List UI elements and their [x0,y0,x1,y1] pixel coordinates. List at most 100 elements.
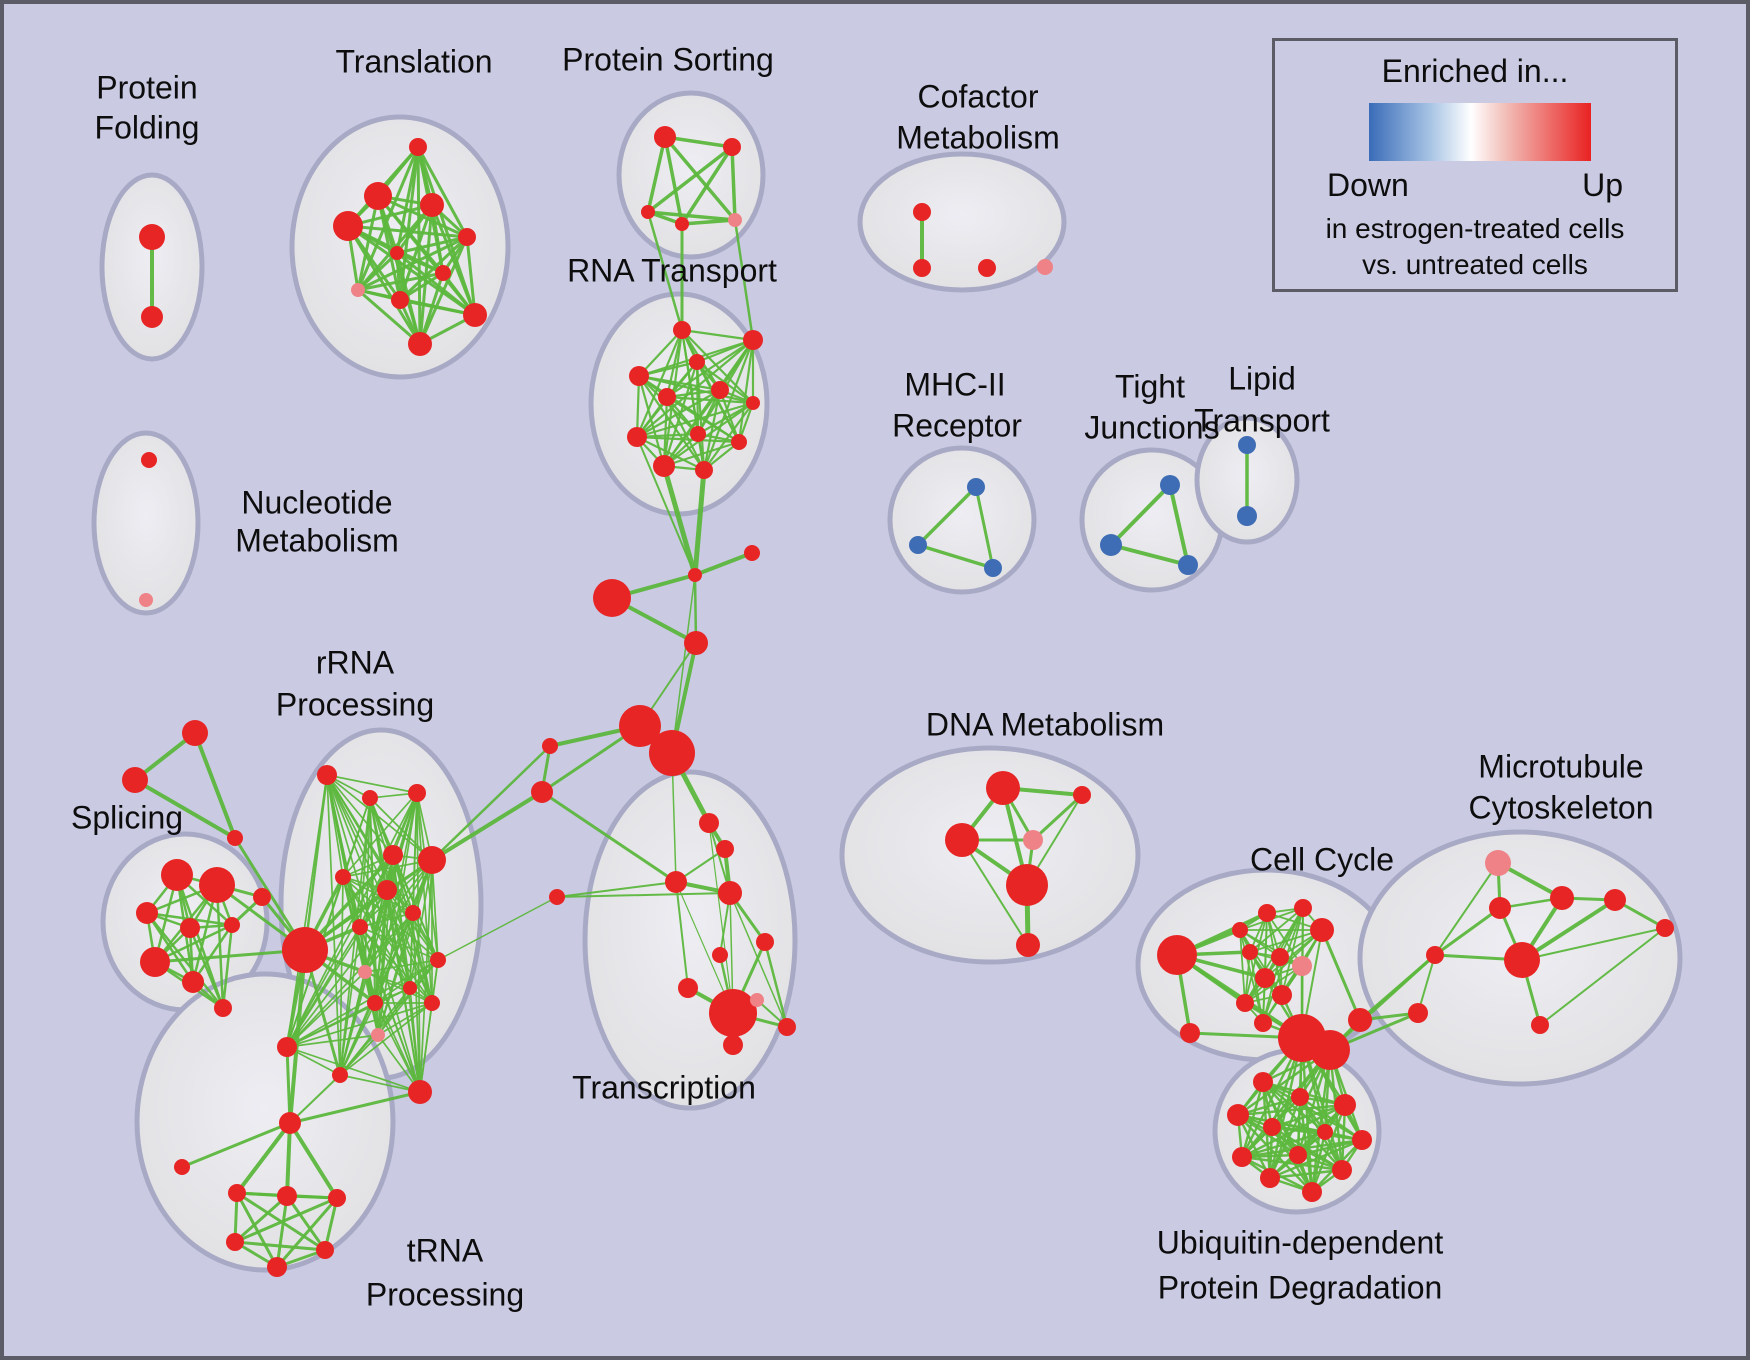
network-node-cn [1426,946,1444,964]
network-node-rr11 [367,995,383,1011]
network-node-dn3 [1023,830,1043,850]
network-edge [1249,929,1323,953]
network-edge [418,271,445,346]
cluster-label: Tight [1115,368,1185,404]
network-node-lt2 [1237,506,1257,526]
cluster-label: Protein Degradation [1158,1269,1443,1305]
network-edge [215,883,225,1010]
network-node-rr6 [377,880,397,900]
network-edge [233,1196,339,1244]
network-edge [1240,1130,1327,1159]
network-node-tc10 [723,1035,743,1055]
network-node-ub3 [1334,1094,1356,1116]
cluster-label: Protein Sorting [562,41,774,77]
network-node-rr16 [332,1067,348,1083]
cluster-label: Ubiquitin-dependent [1157,1224,1444,1260]
network-node-cf1 [913,203,931,221]
network-edge [1239,929,1303,967]
network-edge [692,467,707,578]
network-node-tc2 [716,840,734,858]
network-edge [680,328,755,342]
network-edge [646,210,684,332]
network-edge [1300,1036,1314,1194]
network-node-ccb2 [1310,1030,1350,1070]
network-node-mh1 [967,478,985,496]
network-edge [288,948,307,1125]
network-nodes-layer [122,126,1674,1277]
network-node-rr15 [277,1037,297,1057]
network-edge [339,971,366,1076]
network-node-tc3 [665,871,687,893]
legend-up-label: Up [1582,167,1623,203]
network-edge [235,1191,279,1269]
cluster-label: Transport [1194,402,1330,438]
network-edge [702,388,722,472]
network-edge [286,1034,379,1048]
network-node-tc9 [778,1018,796,1036]
cluster-label: Splicing [71,799,183,835]
cluster-labels-layer: Protein Folding Translation Protein Sorting… [71,41,1654,1312]
network-edge [286,959,439,1048]
network-edge [359,926,411,989]
network-node-mh3 [984,559,1002,577]
network-node-ub6 [1317,1124,1333,1140]
legend-box: Enriched in... Down Up in estrogen-treat… [1272,38,1678,292]
network-edge [339,926,361,1076]
network-edge [646,210,737,222]
network-node-tcp [750,993,764,1007]
cluster-ellipse-cofactor-metabolism [857,151,1067,293]
network-edge [286,987,411,1048]
network-edge [663,135,737,222]
cluster-label: Lipid [1228,360,1296,396]
network-node-tr8 [351,283,365,297]
network-edge [359,854,394,928]
network-node-tnh [279,1112,301,1134]
network-edge [1240,1155,1344,1172]
network-edge [326,774,418,794]
network-edge [235,1121,292,1195]
network-edge [356,194,380,292]
network-edge [342,792,418,878]
network-edge [412,912,433,1004]
network-node-rr8 [405,905,421,921]
network-node-cc4 [1310,918,1334,942]
network-edge [339,1002,376,1076]
network-node-lt1 [1238,436,1256,454]
network-node-tc1 [699,813,719,833]
network-edge [961,839,1029,946]
network-edge [339,1002,433,1076]
network-edge [289,1074,341,1124]
network-node-cc8 [1236,994,1254,1012]
network-edge [1417,954,1436,1014]
network-node-cc7 [1255,968,1275,988]
network-node-tj3 [1178,555,1198,575]
network-node-cf4 [1037,259,1053,275]
network-node-mtp [1485,850,1511,876]
network-edge [180,1121,292,1169]
network-edge [285,1194,327,1252]
network-node-c3 [593,579,631,617]
network-edge [398,298,477,317]
network-node-ub12 [1302,1182,1322,1202]
network-node-sp2 [199,867,235,903]
cluster-label: Receptor [892,407,1022,443]
network-edge [286,859,433,1048]
network-node-sp8 [214,999,232,1017]
network-node-tn2 [277,1186,297,1206]
network-node-ps4 [675,217,689,231]
network-edge [1310,1048,1332,1194]
network-node-c2 [744,545,760,561]
network-node-cc10 [1180,1023,1200,1043]
network-edge [675,881,689,989]
cluster-label: Nucleotide [241,484,392,520]
network-node-sp6 [140,947,170,977]
network-node-rn3 [629,366,649,386]
network-edge [133,778,237,840]
network-node-rr18 [424,995,440,1011]
network-node-dn6 [1016,933,1040,957]
network-edge [233,1240,327,1252]
network-edge [661,463,698,578]
network-edge [695,360,755,405]
